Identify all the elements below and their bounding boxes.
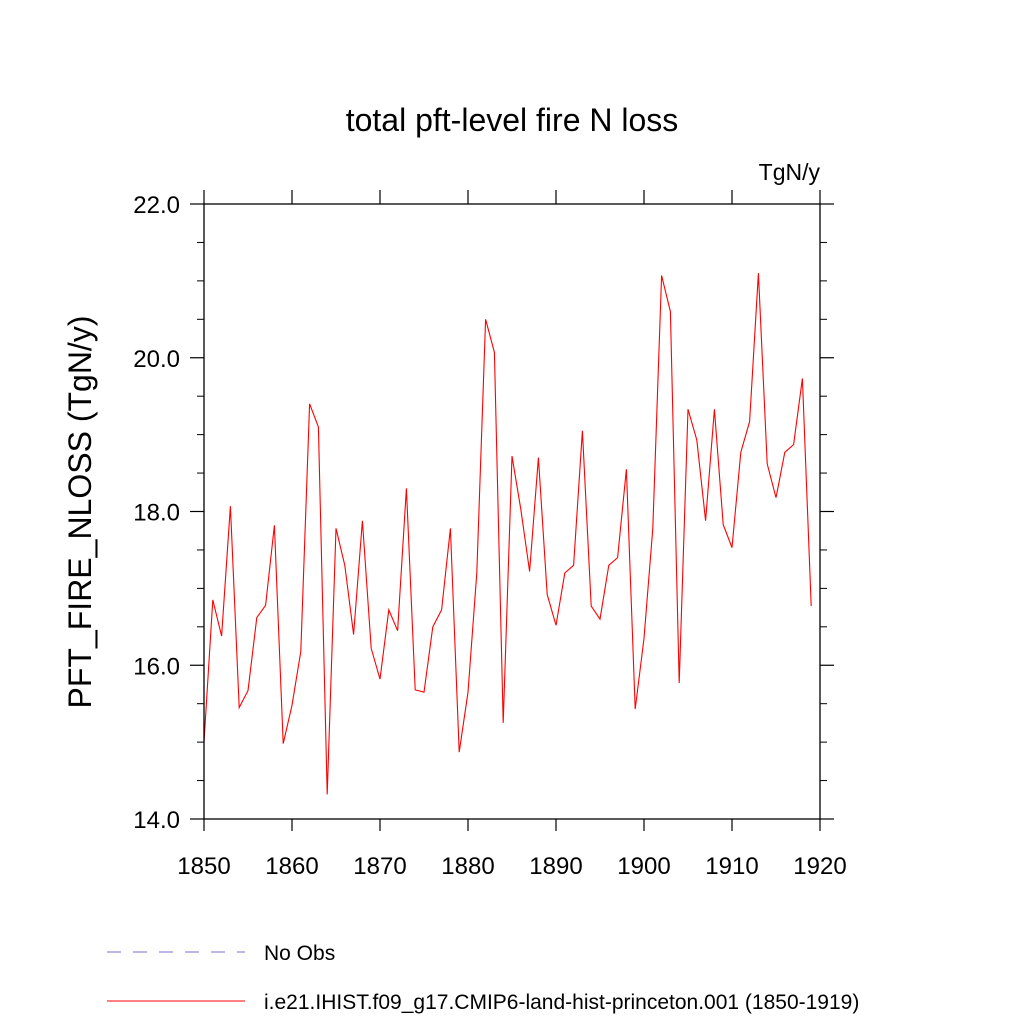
y-tick-label: 16.0 xyxy=(133,653,180,680)
x-tick-label: 1880 xyxy=(441,853,494,880)
x-tick-label: 1910 xyxy=(705,853,758,880)
x-tick-label: 1860 xyxy=(265,853,318,880)
y-tick-label: 20.0 xyxy=(133,346,180,373)
x-tick-label: 1870 xyxy=(353,853,406,880)
chart-title: total pft-level fire N loss xyxy=(346,102,679,138)
y-tick-label: 18.0 xyxy=(133,500,180,527)
units-label: TgN/y xyxy=(759,159,821,185)
legend-label-no-obs: No Obs xyxy=(264,942,335,965)
x-tick-label: 1900 xyxy=(617,853,670,880)
x-tick-label: 1890 xyxy=(529,853,582,880)
series-line xyxy=(203,273,812,795)
y-axis-label: PFT_FIRE_NLOSS (TgN/y) xyxy=(62,316,98,709)
plot-frame xyxy=(203,203,821,820)
legend: No Obs i.e21.IHIST.f09_g17.CMIP6-land-hi… xyxy=(107,942,859,1014)
series-lines xyxy=(203,273,812,795)
y-tick-label: 14.0 xyxy=(133,807,180,834)
y-tick-label: 22.0 xyxy=(133,192,180,219)
axis-ticks xyxy=(190,190,834,831)
legend-label-model: i.e21.IHIST.f09_g17.CMIP6-land-hist-prin… xyxy=(264,991,859,1014)
x-tick-label: 1920 xyxy=(793,853,846,880)
x-tick-label: 1850 xyxy=(177,853,230,880)
tick-labels: 1850 1860 1870 1880 1890 1900 1910 1920 14.0 16.0… xyxy=(133,192,846,880)
